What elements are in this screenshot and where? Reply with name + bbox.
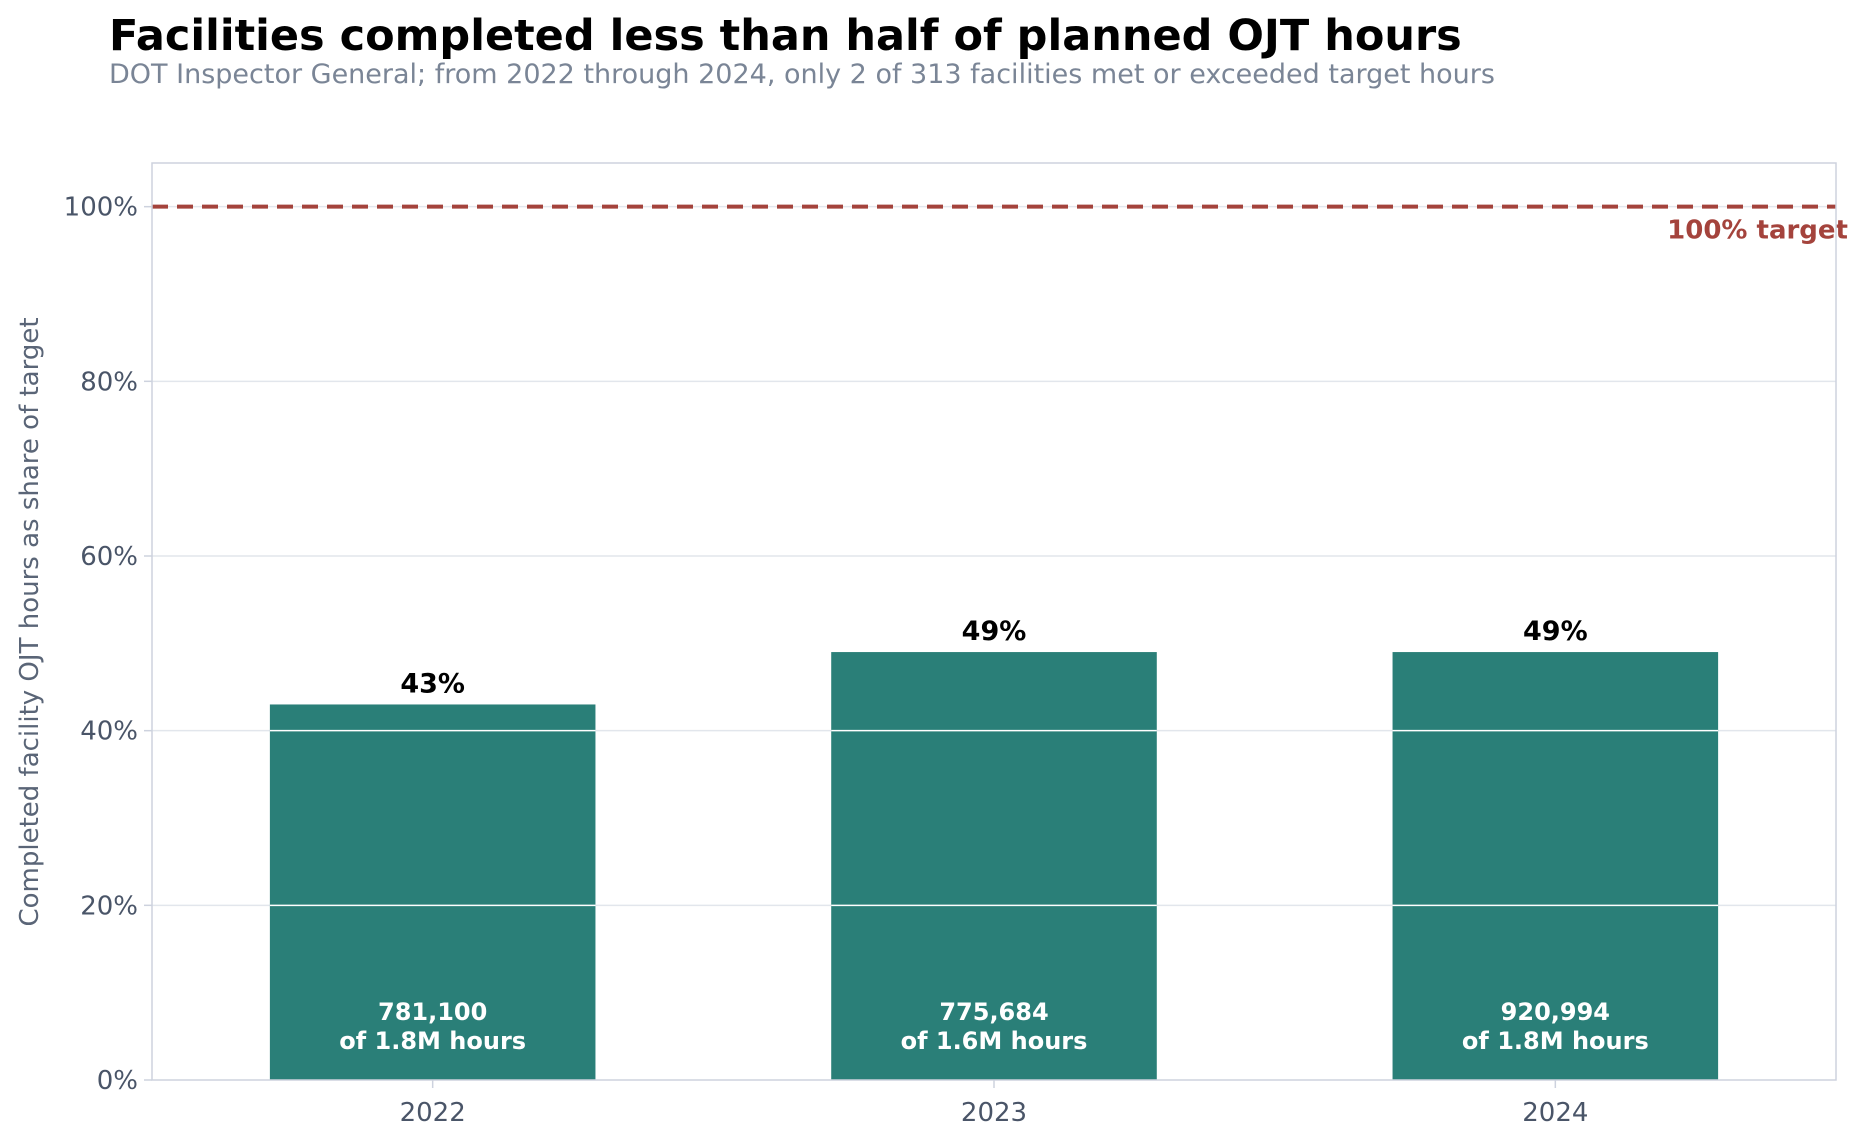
x-axis: 2022 2023 2024 [400, 1080, 1588, 1128]
x-tick-label: 2024 [1522, 1098, 1588, 1128]
bar-2023 [831, 652, 1157, 1080]
bar-2024 [1392, 652, 1719, 1080]
bar-hours-label: 920,994 [1501, 998, 1610, 1026]
target-reference: 100% target [152, 204, 1848, 246]
x-tick-label: 2022 [400, 1098, 466, 1128]
bar-value-label: 49% [962, 616, 1027, 647]
bar-value-label: 43% [400, 668, 465, 699]
x-tick-label: 2023 [961, 1098, 1027, 1128]
y-tick-label: 80% [80, 367, 138, 397]
y-tick-label: 0% [97, 1066, 138, 1096]
y-tick-label: 20% [80, 891, 138, 921]
chart-subtitle: DOT Inspector General; from 2022 through… [109, 59, 1495, 90]
bar-value-label: 49% [1523, 616, 1588, 647]
y-tick-label: 100% [64, 193, 138, 223]
bar-target-hours-label: of 1.8M hours [1462, 1027, 1649, 1055]
bar-hours-label: 781,100 [378, 998, 487, 1026]
bar-hours-label: 775,684 [939, 998, 1048, 1026]
bar-target-hours-label: of 1.8M hours [339, 1027, 526, 1055]
y-axis: 0% 20% 40% 60% 80% 100% [64, 193, 152, 1096]
bars [269, 652, 1719, 1080]
y-tick-label: 60% [80, 542, 138, 572]
y-tick-label: 40% [80, 717, 138, 747]
bar-target-hours-label: of 1.6M hours [901, 1027, 1088, 1055]
y-axis-title: Completed facility OJT hours as share of… [15, 317, 45, 926]
chart-title: Facilities completed less than half of p… [109, 11, 1462, 61]
bar-2022 [269, 704, 596, 1080]
target-label: 100% target [1667, 216, 1848, 246]
